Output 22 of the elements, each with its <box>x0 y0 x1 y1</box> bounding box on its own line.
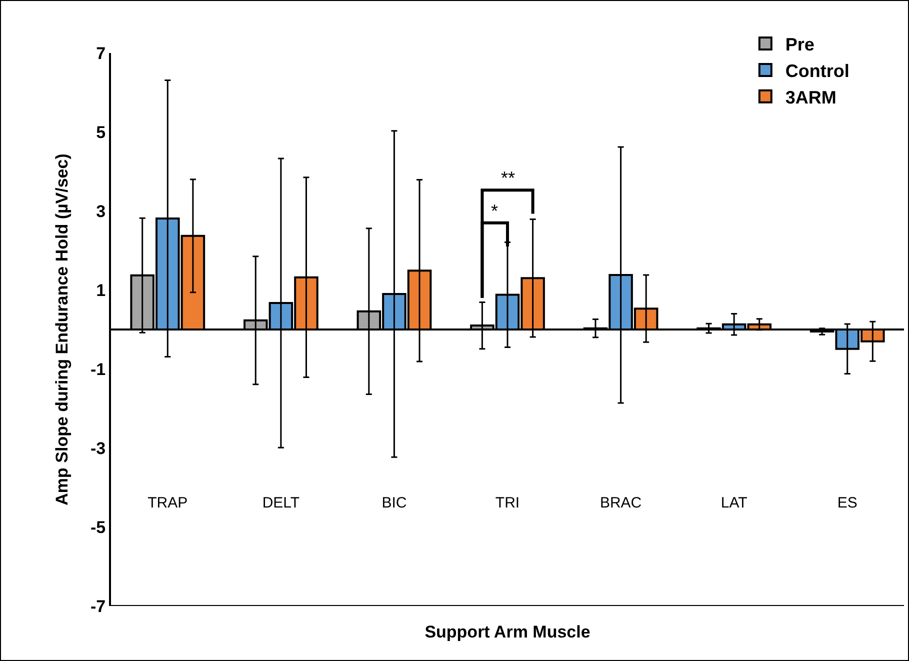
legend-label: 3ARM <box>785 87 836 108</box>
y-tick-label: 3 <box>96 202 106 221</box>
y-tick-label: 5 <box>96 122 106 142</box>
annotation: ** <box>501 168 516 188</box>
y-tick-label: -1 <box>90 360 106 379</box>
legend-label: Pre <box>785 34 814 55</box>
x-tick-label: TRAP <box>148 494 188 512</box>
y-tick-label: 7 <box>96 44 106 63</box>
x-axis-title: Support Arm Muscle <box>424 622 590 642</box>
legend-label: Control <box>785 60 850 81</box>
x-tick-label: BIC <box>382 494 407 512</box>
y-tick-label: -3 <box>90 438 106 458</box>
y-axis-title: Amp Slope during Endurance Hold (µV/sec) <box>52 154 72 506</box>
x-tick-label: ES <box>837 494 858 512</box>
x-tick-label: BRAC <box>600 494 642 512</box>
y-tick-label: -7 <box>90 596 106 616</box>
x-tick-label: TRI <box>495 494 520 512</box>
y-tick-label: -5 <box>90 518 106 537</box>
annotation: * <box>491 201 498 221</box>
x-tick-label: LAT <box>720 494 748 512</box>
x-tick-label: DELT <box>262 494 300 512</box>
y-tick-label: 1 <box>96 280 106 300</box>
